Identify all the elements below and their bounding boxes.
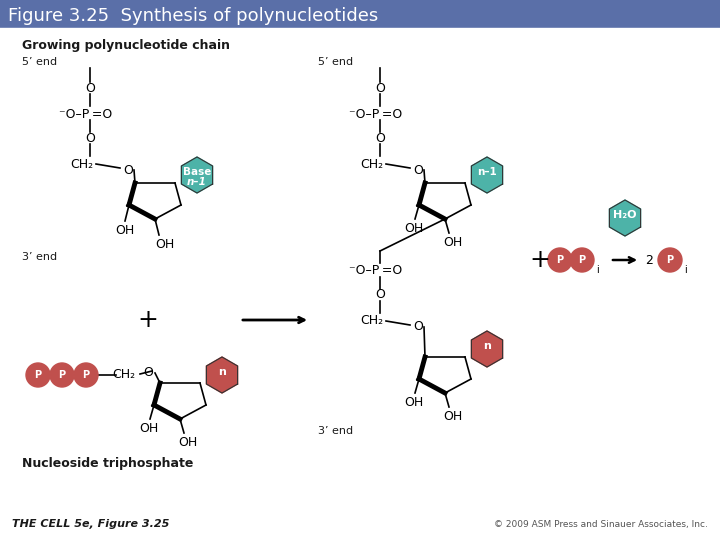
Text: O: O (85, 132, 95, 145)
Text: OH: OH (444, 237, 463, 249)
Text: P: P (35, 370, 42, 380)
Text: H₂O: H₂O (613, 210, 636, 220)
Text: 3’ end: 3’ end (318, 426, 353, 436)
Text: O: O (375, 288, 385, 301)
Text: P: P (557, 255, 564, 265)
Text: Base: Base (183, 167, 211, 177)
Text: O: O (413, 164, 423, 177)
Circle shape (548, 248, 572, 272)
Text: OH: OH (140, 422, 158, 435)
Text: 5’ end: 5’ end (318, 57, 353, 67)
Text: CH₂: CH₂ (71, 158, 94, 171)
Polygon shape (181, 157, 212, 193)
Text: OH: OH (405, 396, 423, 409)
Polygon shape (207, 357, 238, 393)
Circle shape (658, 248, 682, 272)
Text: n–1: n–1 (187, 177, 207, 187)
Text: OH: OH (115, 225, 135, 238)
Text: 2: 2 (645, 253, 653, 267)
Text: i: i (684, 265, 687, 275)
Polygon shape (472, 157, 503, 193)
Text: P: P (82, 370, 89, 380)
Polygon shape (609, 200, 641, 236)
Text: O: O (143, 367, 153, 380)
Text: CH₂: CH₂ (361, 314, 384, 327)
Text: OH: OH (444, 410, 463, 423)
Text: CH₂: CH₂ (112, 368, 135, 381)
Text: Nucleoside triphosphate: Nucleoside triphosphate (22, 456, 194, 469)
Text: ⁻O–P =O: ⁻O–P =O (59, 107, 112, 120)
Text: OH: OH (405, 222, 423, 235)
Text: CH₂: CH₂ (361, 158, 384, 171)
Text: O: O (375, 82, 385, 94)
Text: Growing polynucleotide chain: Growing polynucleotide chain (22, 39, 230, 52)
Text: © 2009 ASM Press and Sinauer Associates, Inc.: © 2009 ASM Press and Sinauer Associates,… (494, 519, 708, 529)
Text: O: O (375, 132, 385, 145)
Text: P: P (667, 255, 674, 265)
Circle shape (50, 363, 74, 387)
Polygon shape (472, 331, 503, 367)
Text: P: P (578, 255, 585, 265)
Text: n–1: n–1 (477, 167, 497, 177)
Text: P: P (58, 370, 66, 380)
Text: ⁻O–P =O: ⁻O–P =O (349, 107, 402, 120)
Text: n: n (218, 367, 226, 377)
Text: THE CELL 5e, Figure 3.25: THE CELL 5e, Figure 3.25 (12, 519, 169, 529)
Text: OH: OH (179, 436, 197, 449)
FancyBboxPatch shape (0, 0, 720, 28)
Text: Figure 3.25  Synthesis of polynucleotides: Figure 3.25 Synthesis of polynucleotides (8, 7, 378, 25)
Text: OH: OH (156, 239, 175, 252)
Circle shape (74, 363, 98, 387)
Text: +: + (138, 308, 158, 332)
Text: n: n (483, 341, 491, 351)
Text: O: O (413, 321, 423, 334)
Text: ⁻O–P =O: ⁻O–P =O (349, 265, 402, 278)
Text: O: O (123, 164, 133, 177)
Text: 5’ end: 5’ end (22, 57, 57, 67)
Text: 3’ end: 3’ end (22, 252, 57, 262)
Text: O: O (85, 82, 95, 94)
Text: +: + (530, 248, 550, 272)
Text: i: i (596, 265, 599, 275)
Circle shape (570, 248, 594, 272)
Circle shape (26, 363, 50, 387)
